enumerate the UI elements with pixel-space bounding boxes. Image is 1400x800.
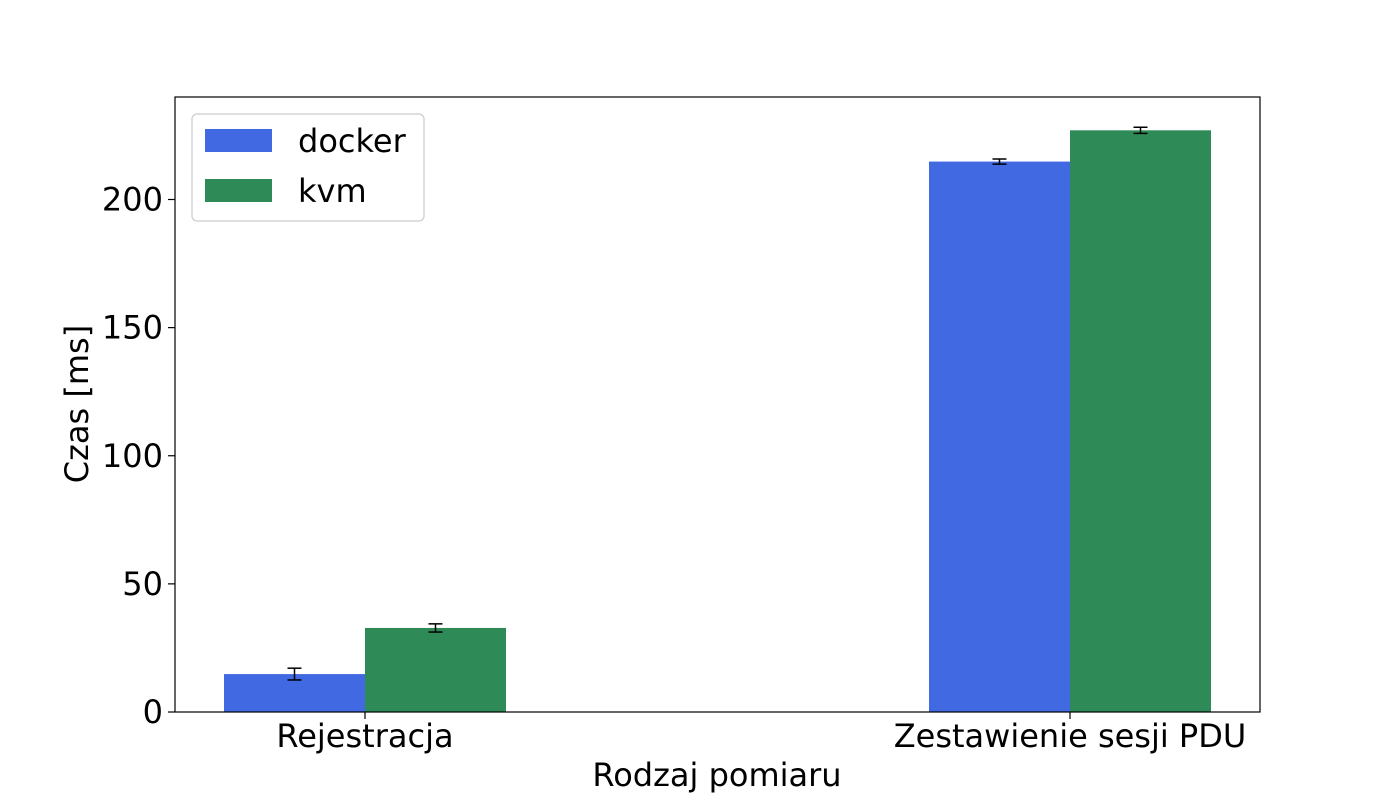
y-tick-label-2: 100 (102, 437, 163, 475)
y-tick-label-0: 0 (143, 693, 163, 731)
x-axis: Rejestracja Zestawienie sesji PDU (276, 712, 1246, 755)
bars-layer (224, 130, 1211, 712)
error-bar-kvm-0 (428, 623, 443, 633)
legend: docker kvm (191, 113, 425, 222)
error-bar-kvm-1 (1133, 126, 1148, 135)
y-tick-label-3: 150 (102, 309, 163, 347)
error-bar-docker-0 (287, 667, 302, 681)
y-tick-label-4: 200 (102, 181, 163, 219)
legend-swatch-kvm (205, 179, 272, 202)
x-axis-label: Rodzaj pomiaru (592, 756, 841, 794)
legend-label-kvm: kvm (298, 172, 367, 210)
x-tick-label-0: Rejestracja (276, 717, 453, 755)
x-tick-label-1: Zestawienie sesji PDU (894, 717, 1247, 755)
y-axis-label: Czas [ms] (58, 325, 96, 483)
bar-docker-1 (929, 161, 1070, 712)
legend-swatch-docker (205, 129, 272, 152)
error-bar-docker-1 (992, 158, 1007, 165)
bar-kvm-0 (365, 627, 506, 712)
bar-kvm-1 (1070, 130, 1211, 712)
y-tick-label-1: 50 (122, 565, 163, 603)
y-axis: 0 50 100 150 200 (102, 181, 175, 731)
plot-area-frame (174, 96, 1261, 713)
error-bars-layer (287, 126, 1148, 681)
legend-label-docker: docker (298, 122, 407, 160)
